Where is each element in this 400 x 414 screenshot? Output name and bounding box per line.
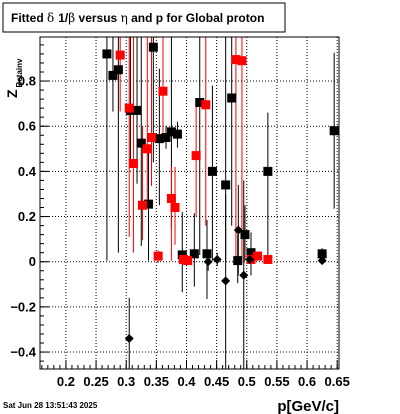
data-point-red-square: [142, 144, 152, 154]
data-point-diamond: [317, 256, 327, 266]
data-point-diamond: [124, 334, 134, 344]
data-point-black-square: [132, 105, 142, 115]
grid-lines: [40, 37, 339, 369]
data-point-black-square: [172, 129, 182, 139]
data-point-red-square: [183, 256, 193, 266]
title-inv: 1/: [58, 11, 69, 25]
data-point-black-square: [108, 70, 118, 80]
title-delta-symbol: δ: [47, 11, 54, 25]
data-point-red-square: [170, 203, 180, 213]
data-point-diamond: [221, 276, 231, 286]
data-point-black-square: [317, 249, 327, 259]
y-axis-title-sub: Betainv: [15, 58, 24, 87]
data-point-black-square: [166, 127, 176, 137]
data-point-black-square: [263, 166, 273, 176]
data-point-black-square: [144, 199, 154, 209]
data-point-red-square: [253, 251, 263, 261]
data-point-diamond: [245, 254, 255, 264]
x-tick-label: 0.2: [57, 374, 75, 389]
x-tick-label: 0.3: [117, 374, 135, 389]
data-point-black-square: [233, 256, 243, 266]
x-tick-label: 0.55: [264, 374, 289, 389]
y-tick-label: 0.6: [18, 119, 36, 134]
y-tick-label: 0.4: [18, 164, 37, 179]
data-point-red-square: [147, 133, 157, 143]
y-tick-label: −0.2: [10, 299, 36, 314]
chart-title: Fitted δ 1/β versus η and p for Global pr…: [11, 11, 264, 25]
data-point-red-square: [137, 200, 147, 210]
data-point-diamond: [212, 254, 222, 264]
data-point-black-square: [202, 249, 212, 259]
data-point-black-square: [113, 65, 123, 75]
data-point-black-square: [154, 134, 164, 144]
data-point-red-square: [201, 100, 211, 110]
title-prefix: Fitted: [11, 11, 47, 25]
data-markers: [102, 42, 339, 344]
data-point-red-square: [124, 103, 134, 113]
data-point-red-square: [158, 86, 168, 96]
data-point-black-square: [189, 249, 199, 259]
data-point-black-square: [177, 250, 187, 260]
title-mid: versus: [75, 11, 120, 25]
x-tick-label: 0.35: [144, 374, 169, 389]
title-suffix: and p for Global proton: [128, 11, 265, 25]
x-tick-label: 0.6: [298, 374, 316, 389]
timestamp: Sat Jun 28 13:51:43 2025: [3, 401, 98, 410]
data-point-diamond: [233, 225, 243, 235]
x-tick-label: 0.4: [177, 374, 196, 389]
y-tick-label: 0.2: [18, 209, 36, 224]
data-point-red-square: [166, 193, 176, 203]
data-point-red-square: [263, 254, 273, 264]
data-point-diamond: [203, 257, 213, 267]
data-point-black-square: [161, 133, 171, 143]
data-point-black-square: [227, 93, 237, 103]
y-tick-label: 0.8: [18, 74, 36, 89]
y-axis-title: Z Betainv: [4, 58, 24, 98]
data-point-red-square: [191, 151, 201, 161]
y-tick-label: −0.4: [10, 345, 36, 360]
data-point-red-square: [231, 55, 241, 65]
data-point-black-square: [102, 49, 112, 59]
y-tick-label: 0: [29, 254, 36, 269]
data-point-black-square: [136, 138, 146, 148]
x-tick-label: 0.5: [238, 374, 256, 389]
data-point-black-square: [207, 166, 217, 176]
data-point-diamond: [239, 270, 249, 280]
data-point-red-square: [115, 50, 125, 60]
data-point-black-square: [329, 126, 339, 136]
data-point-red-square: [128, 158, 138, 168]
data-point-black-square: [195, 97, 205, 107]
x-tick-label: 0.45: [204, 374, 229, 389]
x-axis-title: p[GeV/c]: [277, 398, 339, 414]
data-point-red-square: [153, 251, 163, 261]
y-axis-ticks: −0.4 −0.2 0 0.2 0.4 0.6 0.8: [10, 44, 49, 362]
x-tick-label: 0.25: [83, 374, 108, 389]
y-axis-title-main: Z: [4, 89, 20, 98]
data-point-black-square: [148, 42, 158, 52]
data-point-black-square: [221, 180, 231, 190]
x-tick-label: 0.65: [325, 374, 350, 389]
plot-frame: [39, 36, 340, 370]
data-point-black-square: [240, 230, 250, 240]
x-axis-ticks: 0.2 0.25 0.3 0.35 0.4 0.45 0.5 0.55 0.6 0.65: [41, 360, 350, 389]
title-beta-symbol: β: [68, 11, 75, 25]
title-box: [2, 2, 286, 33]
data-point-black-square: [246, 248, 256, 258]
data-point-red-square: [237, 56, 247, 66]
title-eta-symbol: η: [121, 11, 128, 25]
